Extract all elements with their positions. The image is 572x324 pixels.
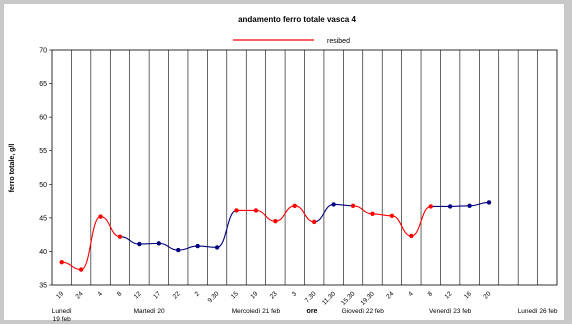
- legend: resibed: [233, 38, 350, 45]
- y-tick-label: 65: [39, 81, 47, 88]
- x-tick-label: 16: [463, 290, 473, 300]
- series-segment: [275, 205, 295, 222]
- data-point: [409, 233, 414, 239]
- day-label: Giovedì 22 feb: [342, 308, 385, 315]
- x-tick-label: 24: [74, 290, 84, 300]
- series-ferro: [59, 200, 492, 272]
- x-tick-label: 23: [269, 290, 279, 300]
- y-axis-label: ferro totale, g/l: [9, 144, 16, 193]
- day-label: Martedì 20: [134, 308, 165, 315]
- series-segment: [411, 205, 431, 237]
- y-tick-label: 35: [39, 283, 47, 290]
- data-point: [59, 259, 64, 265]
- x-tick-label: 12: [133, 290, 143, 300]
- y-tick-label: 55: [39, 148, 47, 155]
- y-tick-label: 50: [39, 182, 47, 189]
- x-tick-label: 4: [407, 290, 415, 298]
- series-segment: [294, 205, 315, 223]
- day-label: Mercoledì 21 feb: [232, 308, 281, 315]
- x-tick-label: 22: [172, 290, 182, 300]
- x-tick-label: 8: [427, 290, 435, 298]
- legend-label-resibed: resibed: [327, 38, 350, 45]
- data-point: [370, 211, 375, 217]
- data-point: [137, 241, 142, 247]
- data-point: [389, 213, 395, 219]
- series-segment: [391, 215, 412, 237]
- y-tick-label: 60: [39, 115, 47, 122]
- data-point: [195, 243, 200, 249]
- chart-title: andamento ferro totale vasca 4: [238, 15, 356, 24]
- data-point: [486, 200, 492, 205]
- data-point: [156, 241, 162, 246]
- series-segment: [100, 215, 121, 238]
- data-point: [98, 214, 103, 219]
- day-labels: Lunedì 19 feb Martedì 20 Mercoledì 21 feb Gi…: [52, 308, 558, 323]
- x-tick-label: 2: [194, 290, 202, 298]
- data-point: [117, 234, 123, 239]
- x-tick-label: 8: [116, 290, 124, 298]
- data-point: [176, 247, 181, 253]
- x-axis-label: ore: [307, 308, 318, 315]
- data-point: [234, 208, 239, 213]
- data-point: [253, 208, 259, 213]
- y-tick-label: 70: [39, 48, 47, 55]
- series-segment: [80, 215, 101, 271]
- data-point: [312, 219, 317, 225]
- x-tick-label: 19: [55, 290, 65, 300]
- series-segment: [450, 205, 470, 207]
- x-tick-label: 20: [482, 290, 492, 300]
- y-axis: 35 40 45 50 55 60 65 70: [39, 48, 52, 290]
- data-point: [331, 202, 336, 207]
- data-point: [467, 203, 472, 208]
- x-tick-label: 4: [96, 290, 104, 298]
- x-tick-label: 24: [385, 290, 395, 300]
- day-label: Lunedì 19 feb: [52, 308, 72, 323]
- series-segment: [139, 242, 159, 245]
- x-tick-label: 15: [230, 290, 240, 300]
- day-label: Lunedì 26 feb: [518, 308, 558, 315]
- data-point: [214, 245, 220, 250]
- x-tick-label: 12: [444, 290, 454, 300]
- data-point: [273, 219, 278, 224]
- data-point: [78, 267, 84, 272]
- data-point: [447, 204, 453, 209]
- y-tick-label: 40: [39, 249, 47, 256]
- y-tick-label: 45: [39, 215, 47, 222]
- day-label: Venerdì 23 feb: [429, 308, 472, 315]
- series-segment: [314, 203, 334, 223]
- series-segment: [216, 209, 237, 248]
- x-tick-label: 3: [291, 290, 299, 298]
- data-point: [350, 203, 356, 208]
- x-tick-label: 17: [152, 290, 162, 300]
- data-point: [428, 204, 433, 209]
- data-point: [292, 203, 297, 208]
- x-tick-label: 19: [249, 290, 259, 300]
